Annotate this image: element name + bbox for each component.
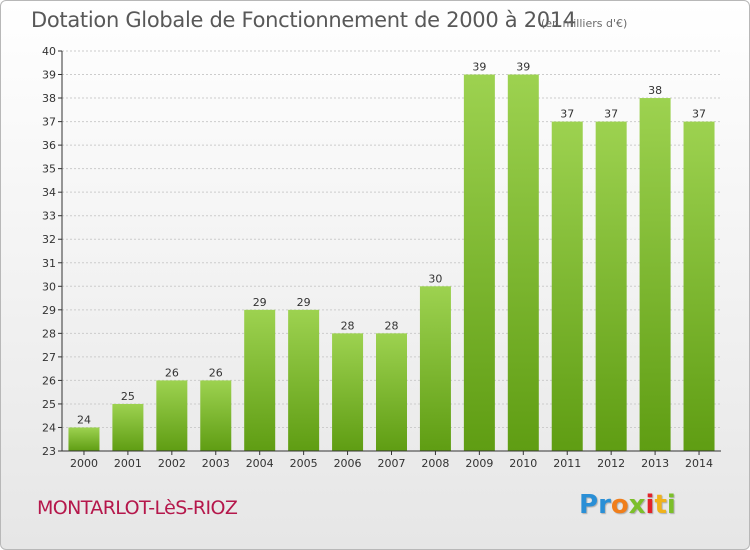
logo-letter: t [654, 490, 667, 520]
data-label: 26 [209, 366, 223, 379]
bar-2005 [288, 309, 320, 451]
logo-letter: o [610, 490, 629, 520]
bar-2000 [68, 427, 100, 451]
proxiti-logo[interactable]: Proxiti [579, 490, 676, 520]
x-tick-label: 2013 [641, 457, 669, 470]
x-tick-label: 2004 [246, 457, 274, 470]
x-tick-label: 2009 [465, 457, 493, 470]
y-tick-label: 26 [42, 374, 56, 387]
x-tick-label: 2010 [509, 457, 537, 470]
data-label: 29 [297, 296, 311, 309]
bar-2010 [507, 74, 539, 451]
bar-2001 [112, 403, 144, 451]
x-tick-label: 2008 [421, 457, 449, 470]
y-tick-label: 31 [42, 257, 56, 270]
x-tick-label: 2000 [70, 457, 98, 470]
data-label: 28 [385, 319, 399, 332]
bar-2007 [376, 333, 407, 451]
y-tick-label: 38 [42, 92, 56, 105]
commune-name: MONTARLOT-LèS-RIOZ [37, 497, 238, 519]
x-tick-label: 2005 [290, 457, 318, 470]
data-label: 39 [472, 61, 486, 74]
y-tick-label: 29 [42, 304, 56, 317]
bar-2013 [639, 98, 671, 451]
data-label: 38 [648, 84, 662, 97]
y-tick-label: 30 [42, 280, 56, 293]
y-tick-label: 34 [42, 186, 56, 199]
bar-2009 [463, 74, 495, 451]
x-tick-label: 2007 [378, 457, 406, 470]
data-label: 37 [604, 108, 618, 121]
logo-letter: i [645, 490, 655, 520]
x-tick-label: 2002 [158, 457, 186, 470]
y-tick-label: 37 [42, 116, 56, 129]
data-label: 37 [560, 108, 574, 121]
chart-title: Dotation Globale de Fonctionnement de 20… [31, 8, 576, 32]
y-tick-label: 35 [42, 163, 56, 176]
y-tick-label: 25 [42, 398, 56, 411]
x-tick-label: 2006 [334, 457, 362, 470]
bar-2008 [419, 286, 451, 451]
y-tick-label: 27 [42, 351, 56, 364]
bar-2012 [595, 121, 627, 452]
bars [68, 74, 715, 452]
bar-2014 [683, 121, 715, 452]
x-tick-label: 2001 [114, 457, 142, 470]
data-labels: 24 25 26 26 29 29 28 28 30 39 39 37 37 38 37 [77, 61, 706, 427]
data-label: 24 [77, 413, 91, 426]
bar-2004 [244, 309, 276, 451]
bar-2003 [200, 380, 232, 451]
logo-letter: P [579, 490, 599, 520]
y-tick-label: 39 [42, 69, 56, 82]
y-tick-label: 32 [42, 233, 56, 246]
y-tick-label: 33 [42, 210, 56, 223]
x-tick-label: 2011 [553, 457, 581, 470]
data-label: 28 [341, 319, 355, 332]
axes: 23 24 25 26 27 28 29 30 31 32 33 34 35 36 37 38 39 40 2000… [42, 45, 721, 470]
y-tick-label: 23 [42, 445, 56, 458]
y-tick-label: 36 [42, 139, 56, 152]
y-tick-label: 24 [42, 421, 56, 434]
data-label: 29 [253, 296, 267, 309]
y-tick-label: 28 [42, 327, 56, 340]
chart-unit: (en milliers d'€) [541, 17, 628, 30]
data-label: 37 [692, 108, 706, 121]
y-tick-label: 40 [42, 45, 56, 58]
bar-2002 [156, 380, 188, 451]
data-label: 30 [428, 272, 442, 285]
bar-2011 [551, 121, 583, 452]
x-tick-label: 2012 [597, 457, 625, 470]
data-label: 39 [516, 61, 530, 74]
x-tick-label: 2014 [685, 457, 713, 470]
logo-letter: r [598, 490, 611, 520]
data-label: 26 [165, 366, 179, 379]
x-tick-label: 2003 [202, 457, 230, 470]
logo-letter: i [666, 490, 676, 520]
bar-2006 [332, 333, 364, 451]
logo-letter: x [628, 490, 646, 520]
data-label: 25 [121, 390, 135, 403]
